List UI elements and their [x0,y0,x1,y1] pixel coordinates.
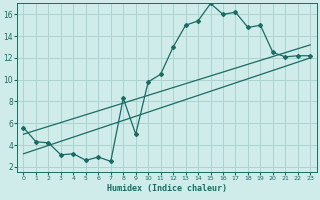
X-axis label: Humidex (Indice chaleur): Humidex (Indice chaleur) [107,184,227,193]
